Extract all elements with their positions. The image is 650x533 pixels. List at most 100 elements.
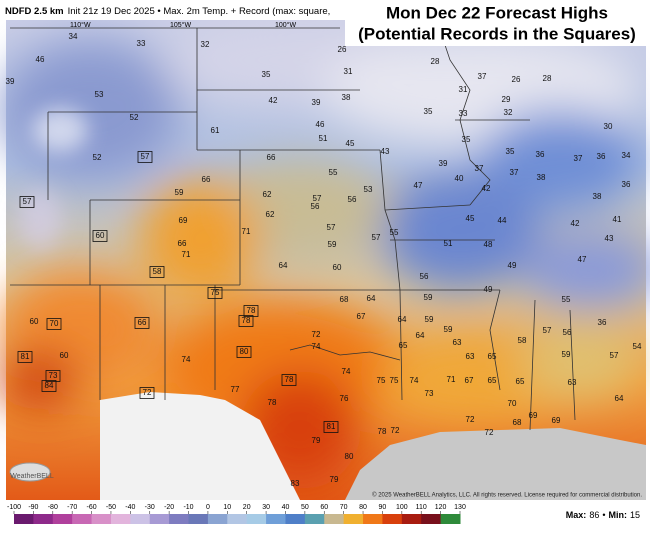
colorbar-segment [440,514,461,524]
min-label: Min: [608,510,627,520]
temp-label: 35 [424,107,433,116]
sep: • [602,510,605,520]
record-label: 81 [21,352,30,361]
record-box [19,196,35,208]
temp-label: 57 [327,223,336,232]
copyright: © 2025 WeatherBELL Analytics, LLC. All r… [372,492,642,499]
temp-label: 28 [543,74,552,83]
colorbar-segment [72,514,93,524]
colorbar-segment [149,514,170,524]
temp-label: 65 [516,377,525,386]
temp-label: 66 [267,153,276,162]
record-box [281,374,297,386]
temp-label: 77 [231,385,240,394]
temp-label: 44 [498,216,507,225]
colorbar-tick-label: 10 [223,504,231,511]
temp-label: 48 [484,240,493,249]
temp-label: 69 [552,416,561,425]
temp-label: 59 [444,325,453,334]
temp-label: 59 [424,293,433,302]
colorbar-segment [343,514,364,524]
temp-label: 62 [263,190,272,199]
temp-label: 69 [179,216,188,225]
temp-label: 26 [338,45,347,54]
colorbar-segment [285,514,306,524]
record-box [137,151,153,163]
temp-label: 54 [633,342,642,351]
borders [10,27,576,431]
header-text: NDFD 2.5 km Init 21z 19 Dec 2025 • Max. 2… [5,6,330,17]
colorbar-segment [246,514,267,524]
colorbar-segment [266,514,286,524]
temp-label: 46 [316,120,325,129]
temp-label: 34 [69,32,78,41]
temp-label: 72 [312,330,321,339]
temp-label: 75 [390,376,399,385]
temp-label: 45 [466,214,475,223]
temp-label: 32 [201,40,210,49]
mexico [100,392,300,500]
temp-label: 71 [242,227,251,236]
colorbar-tick-label: 120 [435,504,447,511]
temp-label: 55 [562,295,571,304]
colorbar-segment [324,514,345,524]
colorbar-segment [304,514,325,524]
temp-label: 68 [340,295,349,304]
temp-label: 74 [182,355,191,364]
temp-label: 62 [266,210,275,219]
temp-label: 61 [211,126,220,135]
labels: 34 33 32 26 28 46 39 35 31 31 37 26 28 29 32 42 39 38 35 33… [6,32,642,488]
temp-label: 38 [537,173,546,182]
record-label: 60 [96,231,105,240]
record-box [236,346,252,358]
record-box [243,305,259,317]
temp-label: 63 [453,338,462,347]
colorbar-tick-label: 20 [243,504,251,511]
temp-label: 26 [512,75,521,84]
temp-label: 70 [508,399,517,408]
colorbar-tick-label: -80 [48,504,58,511]
temp-label: 53 [364,185,373,194]
temp-label: 64 [367,294,376,303]
temp-label: 64 [416,331,425,340]
colorbar-tick-label: 80 [359,504,367,511]
temp-label: 46 [36,55,45,64]
temperature-field [0,15,650,490]
temp-label: 65 [399,341,408,350]
min: 15 [630,510,640,520]
temp-label: 56 [563,328,572,337]
colorbar-tick-label: 130 [454,504,466,511]
record-label: 78 [285,375,294,384]
temp-label: 33 [459,109,468,118]
temp-label: 80 [345,452,354,461]
record-box [46,318,62,330]
temp-label: 56 [311,202,320,211]
temp-label: 42 [269,96,278,105]
temp-label: 65 [488,376,497,385]
temp-label: 57 [543,326,552,335]
colorbar-tick-label: -90 [28,504,38,511]
temp-label: 47 [414,181,423,190]
title: Mon Dec 22 Forecast Highs [386,3,608,22]
record-label: 73 [49,371,58,380]
temp-label: 52 [130,113,139,122]
colorbar-tick-label: 90 [379,504,387,511]
temp-label: 64 [615,394,624,403]
temp-label: 51 [319,134,328,143]
colorbar-tick-label: 110 [416,504,427,511]
temp-label: 37 [510,168,519,177]
colorbar-tick-label: 70 [340,504,348,511]
terrain-cold [18,108,88,250]
temp-label: 78 [378,427,387,436]
colorbar-tick-label: -40 [125,504,135,511]
colorbar-segment [52,514,73,524]
logo: WeatherBELL [10,473,54,480]
record-box [139,387,155,399]
record-box [323,421,339,433]
colorbar-tick-label: 0 [206,504,210,511]
temp-label: 35 [262,70,271,79]
temp-label: 39 [439,159,448,168]
temp-label: 43 [605,234,614,243]
record-label: 81 [327,422,336,431]
